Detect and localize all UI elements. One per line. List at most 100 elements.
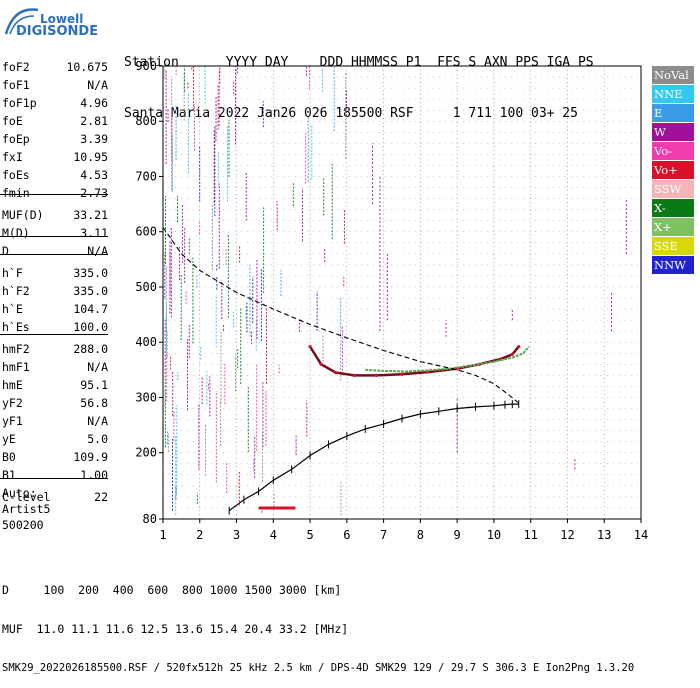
x-tick-label: 13 [597,528,611,542]
y-tick-label: 700 [135,169,157,183]
param-name: fmin [2,186,30,200]
param-separator [0,194,108,195]
param-name: B0 [2,450,16,464]
auto-scaling-line2: Artist5 [2,502,51,516]
o-trace-echo [334,371,338,375]
logo-text-lowell: Lowell [40,12,84,26]
param-value: N/A [87,78,108,92]
param-row: foF2 10.675 [2,60,108,74]
param-value: 33.21 [73,208,108,222]
legend-item: Vo+ [652,160,694,180]
virtual-height-curve [162,226,520,404]
color-legend: NoVal NNE E W Vo- Vo+ SSW X- X+ SSE NNW [652,66,694,275]
param-value: 3.39 [80,132,108,146]
o-trace-echo [400,372,404,376]
x-tick-label: 4 [270,528,277,542]
param-row: B0 109.9 [2,450,108,464]
param-name: foE [2,114,23,128]
param-value: 2.81 [80,114,108,128]
param-value: 95.1 [80,378,108,392]
legend-item: NNE [652,84,694,104]
param-separator [0,254,108,255]
param-value: 100.0 [73,320,108,334]
param-value: 104.7 [73,302,108,316]
legend-item: SSW [652,179,694,199]
o-trace-echo [510,352,514,356]
legend-item: NNW [652,255,694,275]
x-tick-label: 10 [487,528,501,542]
param-name: yF2 [2,396,23,410]
param-name: h`F2 [2,284,30,298]
param-row: hmF1 N/A [2,360,108,374]
param-value: 2.73 [80,186,108,200]
param-name: foF1 [2,78,30,92]
param-row: fxI 10.95 [2,150,108,164]
y-tick-label: 300 [135,390,157,404]
param-name: h`Es [2,320,30,334]
legend-item: X+ [652,217,694,237]
electron-density-profile [228,403,519,512]
x-tick-label: 6 [343,528,350,542]
param-value: 4.53 [80,168,108,182]
digisonde-logo-icon [4,8,39,35]
ionogram-chart: 1 2 3 4 5 6 7 8 9 10 11 12 13 14802003004005006007008… [135,59,648,542]
param-row: yF1 N/A [2,414,108,428]
y-tick-label: 500 [135,280,157,294]
param-row: C-level 22 [2,490,108,504]
param-name: hmF2 [2,342,30,356]
legend-item: E [652,103,694,123]
footer-file-info: SMK29_2022026185500.RSF / 520fx512h 25 k… [2,662,635,674]
y-tick-label: 400 [135,335,157,349]
param-value: 56.8 [80,396,108,410]
param-value: 288.0 [73,342,108,356]
footer-distance-row: D 100 200 400 600 800 1000 1500 3000 [km… [2,583,342,597]
x-tick-label: 5 [306,528,313,542]
x-tick-label: 14 [634,528,648,542]
f2-x-trace [365,345,530,373]
x-tick-label: 7 [380,528,387,542]
param-row: h`F2 335.0 [2,284,108,298]
x-tick-label: 3 [233,528,240,542]
param-value: N/A [87,414,108,428]
param-value: 5.0 [87,432,108,446]
footer-muf-row: MUF 11.0 11.1 11.6 12.5 13.6 15.4 20.4 3… [2,622,349,636]
legend-item: W [652,122,694,142]
param-name: MUF(D) [2,208,44,222]
x-tick-label: 12 [560,528,574,542]
param-name: yF1 [2,414,23,428]
y-tick-label: 600 [135,225,157,239]
param-value: N/A [87,360,108,374]
o-trace-echo [319,362,323,366]
o-trace-echo [517,345,521,349]
logo-text-digisonde: DIGISONDE [16,24,99,39]
param-value: 10.675 [66,60,108,74]
param-name: h`E [2,302,23,316]
y-tick-label: 200 [135,446,157,460]
param-name: foF2 [2,60,30,74]
legend-item: NoVal [652,66,694,85]
o-trace-echo [374,373,378,377]
param-value: 335.0 [73,266,108,280]
param-name: foF1p [2,96,37,110]
f2-o-trace [309,345,520,377]
header-values: Santa Maria 2022 Jan26 026 185500 RSF 1 … [124,106,578,121]
param-row: foE 2.81 [2,114,108,128]
param-name: C-level [2,490,51,504]
param-row: foF1p 4.96 [2,96,108,110]
param-value: 4.96 [80,96,108,110]
param-row: foEs 4.53 [2,168,108,182]
x-tick-label: 11 [523,528,537,542]
param-name: foEs [2,168,30,182]
footer-info: D 100 200 400 600 800 1000 1500 3000 [km… [2,558,634,688]
auto-scaling-line3: 500200 [2,518,44,532]
param-row: yF2 56.8 [2,396,108,410]
param-separator [0,478,108,479]
param-name: fxI [2,150,23,164]
param-value: 109.9 [73,450,108,464]
y-tick-label: 800 [135,114,157,128]
param-name: hmE [2,378,23,392]
param-row: hmF2 288.0 [2,342,108,356]
parameter-panel: foF2 10.675 foF1 N/A foF1p 4.96 foE 2.81 foEp 3.3… [0,0,110,540]
param-name: foEp [2,132,30,146]
x-tick-label: 8 [417,528,424,542]
